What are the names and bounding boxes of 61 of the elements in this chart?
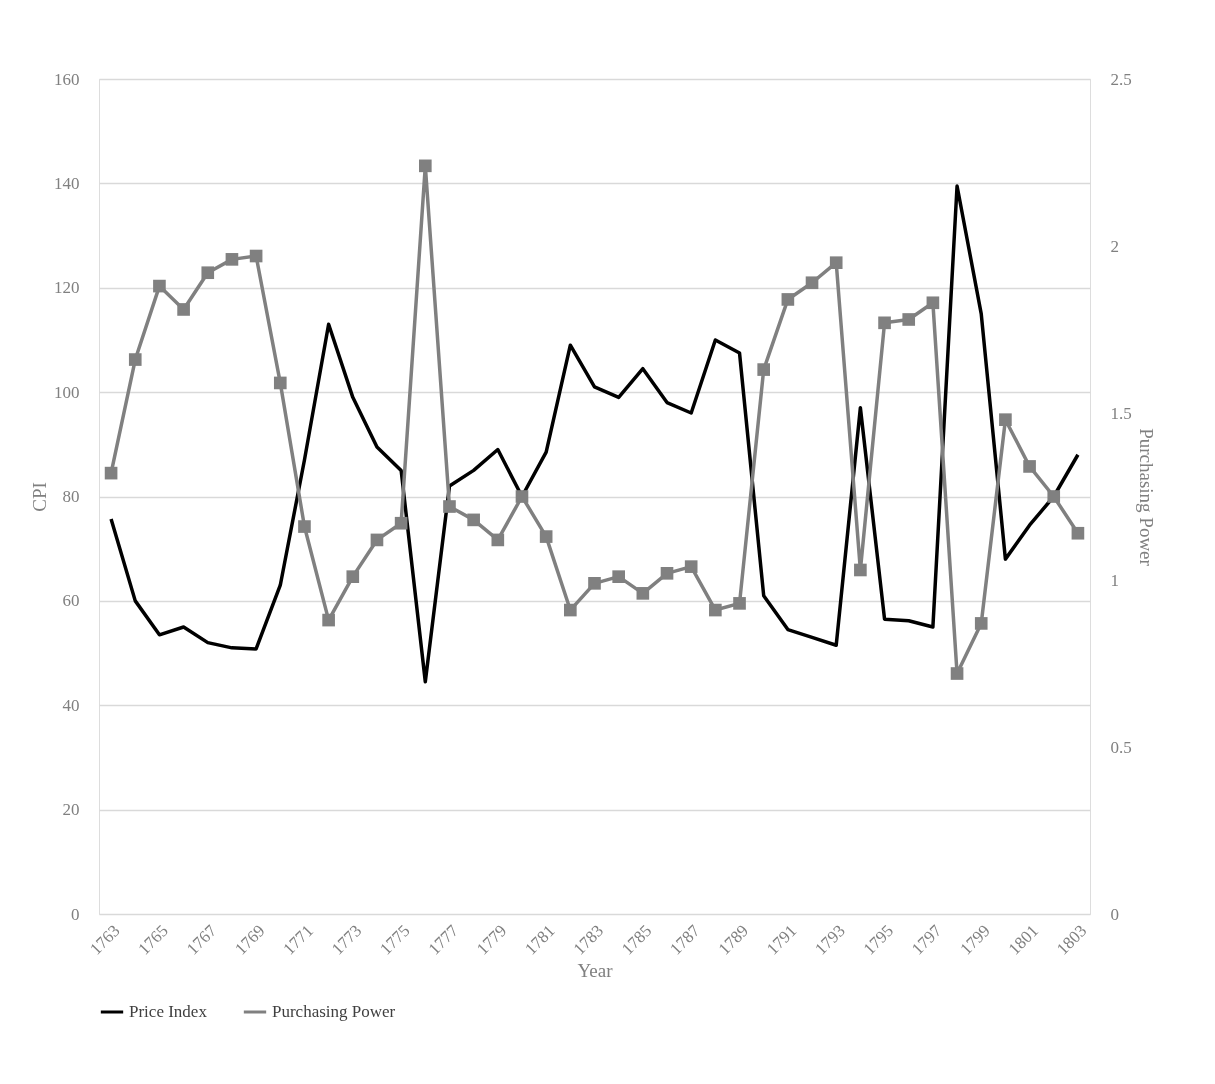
y-tick-label: 160 <box>54 69 80 89</box>
point <box>974 617 988 630</box>
y2-tick-label: 2.5 <box>1110 69 1132 89</box>
point <box>684 560 698 573</box>
point <box>128 353 142 366</box>
point <box>225 253 239 266</box>
y2-axis-title: Purchasing Power <box>1135 428 1157 567</box>
point <box>515 490 529 503</box>
y2-tick-label: 0.5 <box>1110 737 1132 757</box>
point <box>370 533 384 547</box>
point <box>201 266 215 280</box>
point <box>1071 526 1085 540</box>
y-tick-label: 120 <box>54 278 80 298</box>
point <box>733 597 746 610</box>
y-tick-label: 60 <box>62 591 80 611</box>
point <box>781 293 795 306</box>
y-tick-label: 140 <box>54 173 80 193</box>
point <box>539 530 553 543</box>
point <box>298 520 311 533</box>
point <box>878 316 891 330</box>
point <box>1023 460 1036 473</box>
point <box>322 613 335 627</box>
y-tick-label: 0 <box>71 904 80 924</box>
y-tick-label: 40 <box>62 695 80 715</box>
legend-label: Purchasing Power <box>272 1002 396 1021</box>
y-tick-label: 80 <box>62 487 80 506</box>
y2-tick-label: 1 <box>1110 570 1119 590</box>
y2-tick-label: 0 <box>1110 904 1119 924</box>
point <box>346 570 360 583</box>
point <box>491 533 505 547</box>
point <box>273 376 287 390</box>
y-tick-label: 100 <box>54 382 80 402</box>
point <box>104 466 118 480</box>
y2-tick-label: 1.5 <box>1110 403 1132 423</box>
point <box>660 567 674 580</box>
point <box>249 249 263 263</box>
y2-tick-label: 2 <box>1110 236 1119 256</box>
y-tick-label: 20 <box>62 800 80 820</box>
point <box>443 500 456 513</box>
point <box>805 276 819 290</box>
point <box>950 667 964 680</box>
point <box>902 313 916 326</box>
point <box>854 563 867 577</box>
point <box>418 159 432 173</box>
point <box>1047 490 1061 503</box>
point <box>177 303 190 316</box>
x-axis-title: Year <box>577 959 614 981</box>
y-axis-title: CPI <box>29 482 50 512</box>
point <box>999 413 1012 426</box>
point <box>588 577 601 590</box>
point <box>757 363 771 376</box>
point <box>564 603 577 617</box>
point <box>636 587 650 600</box>
point <box>467 513 480 527</box>
point <box>926 296 940 310</box>
point <box>612 570 625 583</box>
point <box>153 279 166 293</box>
point <box>394 516 408 530</box>
legend-label: Price Index <box>129 1002 208 1021</box>
point <box>829 256 843 270</box>
point <box>709 603 722 617</box>
